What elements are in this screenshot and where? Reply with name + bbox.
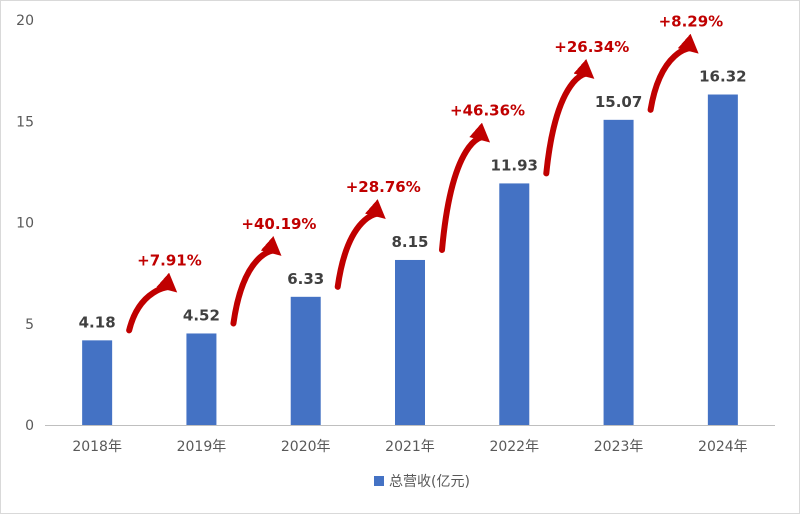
bar	[82, 340, 113, 425]
legend: 总营收(亿元)	[374, 474, 470, 490]
bar	[186, 333, 217, 425]
y-tick-label: 0	[25, 418, 34, 434]
bar-value-label: 8.15	[391, 233, 428, 251]
growth-arrow	[647, 33, 699, 113]
y-tick-label: 20	[16, 13, 34, 29]
bar	[395, 259, 425, 425]
y-tick-label: 10	[16, 216, 34, 232]
growth-label: +40.19%	[241, 215, 316, 233]
growth-arrow	[439, 122, 491, 253]
x-tick-label: 2024年	[698, 439, 748, 455]
value-labels: 4.18 4.52 6.33 8.15 11.93 15.07 16.32	[79, 68, 747, 332]
bar-value-label: 4.52	[183, 306, 220, 324]
growth-label: +7.91%	[137, 251, 202, 269]
legend-label: 总营收(亿元)	[389, 474, 470, 490]
bar	[290, 296, 321, 425]
y-tick-label: 5	[25, 317, 34, 333]
bar-value-label: 15.07	[595, 93, 642, 111]
y-axis-ticks: 0 5 10 15 20	[16, 13, 34, 434]
growth-labels: +7.91% +40.19% +28.76% +46.36% +26.34% +8.29%	[137, 13, 723, 270]
x-tick-label: 2023年	[594, 439, 644, 455]
growth-label: +8.29%	[659, 13, 724, 31]
bar-value-label: 16.32	[699, 68, 746, 86]
growth-arrow	[334, 199, 386, 290]
bars	[82, 94, 738, 426]
growth-arrows	[126, 33, 699, 334]
legend-swatch	[374, 476, 384, 486]
growth-arrow	[126, 272, 178, 334]
bar	[707, 94, 738, 426]
growth-label: +26.34%	[554, 38, 629, 56]
bar	[603, 119, 634, 426]
x-tick-label: 2020年	[281, 439, 331, 455]
growth-arrow	[543, 59, 595, 177]
x-axis-ticks: 2018年 2019年 2020年 2021年 2022年 2023年 2024年	[72, 439, 747, 455]
x-tick-label: 2019年	[177, 439, 227, 455]
y-tick-label: 15	[16, 114, 34, 130]
bar-value-label: 6.33	[287, 270, 324, 288]
x-tick-label: 2021年	[385, 439, 435, 455]
x-tick-label: 2018年	[72, 439, 122, 455]
bar-value-label: 4.18	[79, 313, 116, 331]
bar-value-label: 11.93	[491, 156, 538, 174]
x-tick-label: 2022年	[489, 439, 539, 455]
growth-arrow	[230, 236, 282, 327]
bar	[499, 183, 530, 425]
growth-label: +28.76%	[346, 178, 421, 196]
growth-label: +46.36%	[450, 101, 525, 119]
